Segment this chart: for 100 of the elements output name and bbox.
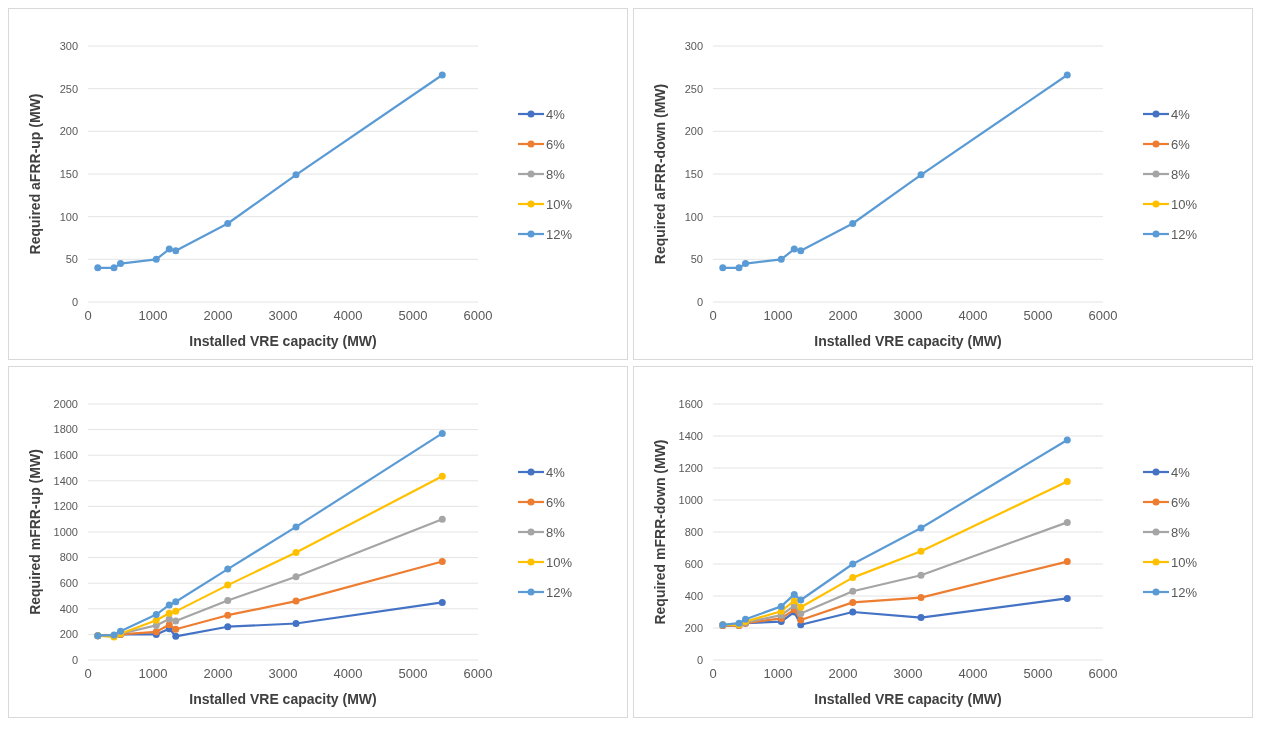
y-tick-label: 0 [71,295,78,308]
legend-label: 12% [546,584,573,600]
point [849,598,857,606]
x-tick-label: 0 [709,666,717,681]
x-tick-label: 2000 [828,308,858,323]
point [438,429,446,437]
point [742,260,749,268]
point [224,219,232,227]
legend-label: 8% [1171,524,1191,540]
y-tick-label: 300 [59,39,78,52]
x-tick-label: 6000 [1088,308,1118,323]
point [224,565,232,573]
point [917,571,925,579]
point [1063,518,1071,526]
x-tick-label: 3000 [268,666,298,681]
x-tick-label: 2000 [828,666,858,681]
x-tick-label: 5000 [1023,308,1053,323]
point [790,597,798,605]
point [849,219,857,227]
point [797,610,805,618]
point [292,597,300,605]
y-tick-label: 2000 [53,397,78,410]
x-tick-label: 5000 [1023,666,1053,681]
y-tick-label: 200 [59,125,78,138]
y-tick-label: 150 [684,167,703,180]
legend-label: 8% [546,524,566,540]
y-tick-label: 1800 [53,423,78,436]
y-tick-label: 600 [59,577,78,590]
point [94,264,102,272]
x-tick-label: 4000 [333,308,363,323]
x-tick-label: 2000 [203,308,233,323]
y-tick-label: 50 [690,253,703,266]
point [152,616,160,624]
y-tick-label: 1400 [678,429,703,442]
legend-label: 4% [1171,106,1191,122]
point [849,608,857,616]
point [172,247,180,255]
point [797,616,805,624]
y-tick-label: 250 [59,82,78,95]
legend-label: 10% [1171,196,1198,212]
point [224,611,232,619]
legend-label: 12% [1171,584,1198,600]
legend-label: 4% [1171,464,1191,480]
y-tick-label: 200 [59,628,78,641]
y-axis-title: Required aFRR-up (MW) [27,93,43,255]
point [292,523,300,531]
point [292,171,300,179]
point [849,587,857,595]
point [849,574,857,582]
y-axis-title: Required mFRR-up (MW) [27,449,43,615]
point [1063,478,1071,486]
point [917,547,925,555]
y-tick-label: 200 [684,621,703,634]
x-tick-label: 3000 [268,308,298,323]
x-tick-label: 1000 [138,666,168,681]
point [224,623,232,631]
x-tick-label: 6000 [463,666,493,681]
legend-label: 6% [1171,494,1191,510]
x-tick-label: 0 [84,308,92,323]
point [777,602,785,610]
point [172,617,180,625]
point [172,632,180,640]
point [172,607,180,615]
y-tick-label: 0 [71,653,78,666]
point [917,171,925,179]
y-tick-label: 1400 [53,474,78,487]
point [224,581,232,589]
x-tick-label: 2000 [203,666,233,681]
legend-label: 8% [1171,166,1191,182]
y-tick-label: 100 [59,210,78,223]
legend-label: 10% [546,196,573,212]
point [917,594,925,602]
y-tick-label: 1600 [53,449,78,462]
y-tick-label: 800 [684,525,703,538]
x-tick-label: 1000 [763,308,793,323]
point [292,573,300,581]
point [797,603,805,611]
x-tick-label: 6000 [1088,666,1118,681]
point [438,515,446,523]
y-tick-label: 250 [684,82,703,95]
point [110,264,118,272]
point [1063,436,1071,444]
legend-label: 12% [546,226,573,242]
legend-label: 10% [1171,554,1198,570]
point [292,548,300,556]
y-tick-label: 0 [696,653,703,666]
y-tick-label: 1000 [53,525,78,538]
x-tick-label: 4000 [333,666,363,681]
x-tick-label: 6000 [463,308,493,323]
x-tick-label: 0 [709,308,717,323]
y-tick-label: 800 [59,551,78,564]
point [152,255,160,263]
x-tick-label: 5000 [398,308,428,323]
y-axis-title: Required mFRR-down (MW) [652,439,668,625]
y-tick-label: 400 [684,589,703,602]
point [849,560,857,568]
x-axis-title: Installed VRE capacity (MW) [189,691,377,707]
x-axis-title: Installed VRE capacity (MW) [189,333,377,349]
x-tick-label: 3000 [893,308,923,323]
point [172,598,180,606]
